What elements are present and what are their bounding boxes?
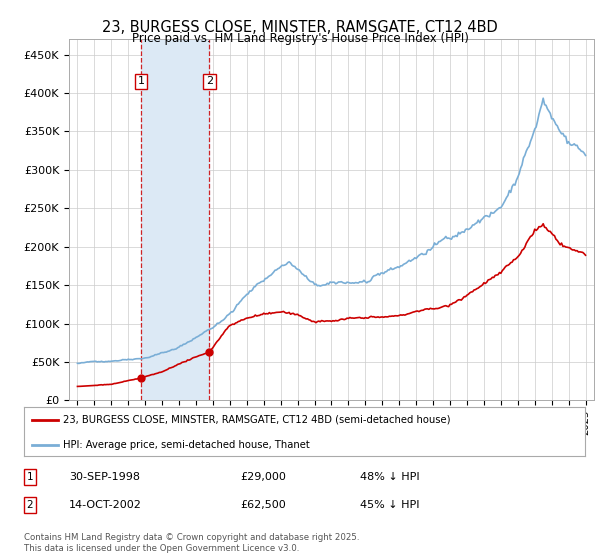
Text: 2: 2: [206, 77, 213, 86]
Text: 30-SEP-1998: 30-SEP-1998: [69, 472, 140, 482]
Bar: [141, 39, 209, 400]
Text: 14-OCT-2002: 14-OCT-2002: [69, 500, 142, 510]
Text: Contains HM Land Registry data © Crown copyright and database right 2025.
This d: Contains HM Land Registry data © Crown c…: [24, 533, 359, 553]
Text: 2: 2: [26, 500, 34, 510]
Text: £62,500: £62,500: [240, 500, 286, 510]
Text: HPI: Average price, semi-detached house, Thanet: HPI: Average price, semi-detached house,…: [63, 440, 310, 450]
Text: 1: 1: [26, 472, 34, 482]
Text: 23, BURGESS CLOSE, MINSTER, RAMSGATE, CT12 4BD (semi-detached house): 23, BURGESS CLOSE, MINSTER, RAMSGATE, CT…: [63, 415, 451, 425]
Text: 1: 1: [137, 77, 145, 86]
Text: 23, BURGESS CLOSE, MINSTER, RAMSGATE, CT12 4BD: 23, BURGESS CLOSE, MINSTER, RAMSGATE, CT…: [102, 20, 498, 35]
Text: Price paid vs. HM Land Registry's House Price Index (HPI): Price paid vs. HM Land Registry's House …: [131, 32, 469, 45]
Text: 45% ↓ HPI: 45% ↓ HPI: [360, 500, 419, 510]
Text: 48% ↓ HPI: 48% ↓ HPI: [360, 472, 419, 482]
Text: £29,000: £29,000: [240, 472, 286, 482]
